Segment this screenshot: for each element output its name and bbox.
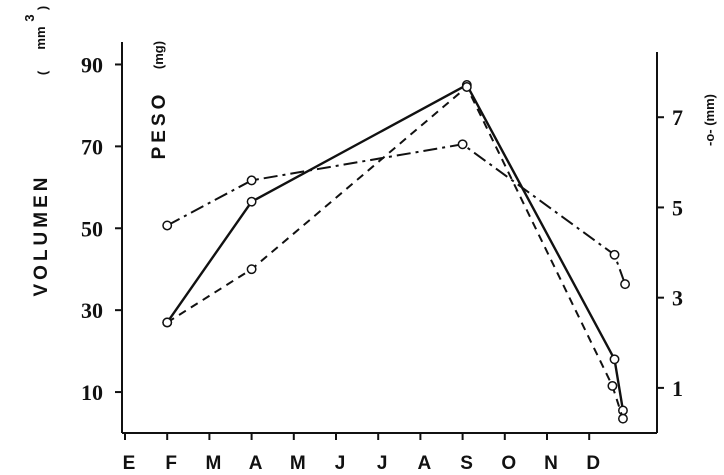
left-tick-label: 10 [81, 380, 103, 405]
left-axis-unit-close: ) [35, 6, 50, 10]
left-axis-label: VOLUMEN [31, 174, 52, 297]
x-tick-label: N [544, 453, 558, 474]
left-tick-label: 70 [81, 134, 103, 159]
left-axis-unit: mm [33, 26, 48, 49]
data-point-dash-dot [457, 139, 468, 150]
x-tick-label: O [501, 453, 516, 474]
left-tick-label: 90 [81, 52, 103, 77]
x-tick-label: D [586, 453, 600, 474]
data-point-solid [618, 405, 628, 416]
data-point-dash-dot [609, 249, 620, 260]
axes: 10 30 50 70 90 1 3 5 7 E F M A M J J A S O N D [81, 42, 683, 474]
data-point-dashed [461, 82, 472, 92]
right-tick-label: 5 [672, 195, 683, 220]
x-tick-label: F [165, 453, 177, 474]
x-tick-label: M [205, 453, 221, 474]
data-point-dashed [246, 264, 257, 275]
data-point-dashed [162, 317, 173, 328]
data-point-solid [246, 196, 257, 207]
left-axis-unit-open: ( [35, 70, 50, 75]
right-axis-label: -o- (mm) [702, 94, 717, 146]
axis-labels: VOLUMEN ( mm 3 ) PESO (mg) -o- (mm) [22, 6, 717, 297]
x-tick-label: J [377, 453, 388, 474]
x-tick-label: M [290, 453, 306, 474]
data-point-dashed [618, 413, 628, 424]
inner-axis-unit: (mg) [151, 41, 166, 69]
left-tick-label: 30 [81, 298, 103, 323]
x-tick-label: A [418, 453, 432, 474]
right-tick-label: 1 [672, 376, 683, 401]
x-tick-label: S [460, 453, 473, 474]
x-tick-label: J [335, 453, 346, 474]
series-line-solid [166, 83, 625, 411]
series-line-dash-dot [166, 143, 627, 285]
data-point-solid [609, 354, 620, 365]
right-tick-label: 3 [672, 286, 683, 311]
series-line-dashed [166, 85, 624, 419]
data-point-dash-dot [620, 279, 631, 290]
x-tick-label: E [123, 453, 136, 474]
inner-axis-label: PESO [149, 91, 170, 160]
left-tick-label: 50 [81, 216, 103, 241]
data-point-dashed [607, 380, 618, 391]
left-axis-unit-sup: 3 [22, 14, 37, 21]
data-point-dash-dot [246, 175, 257, 186]
series-layer [162, 79, 631, 424]
right-tick-label: 7 [672, 105, 683, 130]
data-point-dash-dot [162, 220, 173, 231]
x-tick-label: A [249, 453, 263, 474]
